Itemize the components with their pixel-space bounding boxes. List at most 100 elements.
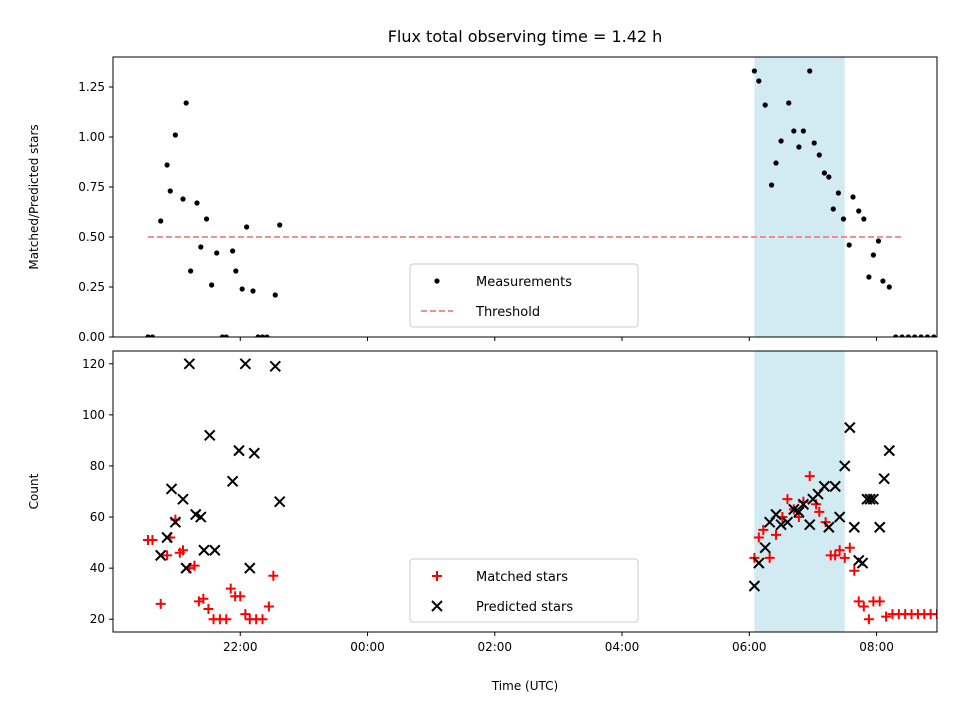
matched-star-point	[257, 614, 268, 625]
measurement-point	[172, 132, 178, 138]
matched-star-point	[951, 609, 960, 619]
predicted-star-point	[818, 480, 831, 493]
measurement-point	[786, 100, 792, 106]
matched-star-point	[198, 593, 209, 604]
measurement-point	[811, 140, 817, 146]
predicted-star-point	[180, 562, 192, 574]
predicted-star-point	[867, 493, 880, 505]
matched-star-point	[945, 609, 955, 619]
y-tick-label: 1.00	[78, 130, 105, 144]
predicted-star-point	[823, 521, 835, 533]
measurement-point	[214, 250, 220, 256]
measurement-point	[244, 224, 250, 230]
legend-label: Threshold	[475, 305, 540, 320]
legend-label: Matched stars	[476, 570, 568, 585]
matched-star-point	[758, 524, 769, 535]
predicted-star-point	[244, 562, 256, 574]
predicted-star-point	[753, 557, 765, 569]
measurement-point	[255, 334, 261, 337]
matched-star-point	[225, 583, 236, 594]
matched-star-point	[189, 560, 200, 571]
measurement-point	[835, 190, 841, 196]
measurement-point	[259, 334, 266, 337]
measurement-point	[167, 188, 173, 194]
measurement-point	[164, 162, 170, 168]
predicted-star-point	[804, 519, 816, 531]
measurement-point	[209, 282, 215, 288]
plot-frame	[112, 56, 938, 338]
measurement-point	[800, 128, 806, 134]
y-tick-label: 1.25	[78, 80, 105, 94]
predicted-star-point	[161, 531, 173, 544]
measurement-point	[751, 68, 757, 74]
measurement-point	[188, 268, 194, 274]
predicted-star-point	[839, 460, 851, 472]
measurement-point	[791, 128, 797, 134]
measurement-point	[272, 292, 278, 298]
matched-star-point	[155, 598, 166, 609]
matched-star-point	[764, 552, 775, 563]
measurement-point	[762, 102, 768, 108]
plot-frame	[112, 350, 938, 633]
matched-star-point	[162, 550, 173, 561]
measurement-point	[866, 274, 872, 280]
matched-star-point	[804, 471, 815, 482]
x-tick-label: 22:00	[223, 640, 258, 654]
measurement-point	[145, 334, 151, 337]
measurement-point	[158, 218, 164, 224]
measurement-point	[816, 152, 822, 158]
y-tick-label: 100	[82, 408, 105, 422]
y-axis-label: Count	[27, 473, 41, 509]
measurement-point	[778, 138, 784, 144]
measurement-point	[264, 334, 270, 337]
predicted-star-point	[844, 421, 856, 434]
measurement-point	[850, 194, 856, 200]
measurement-point	[223, 334, 229, 337]
legend-marker	[434, 278, 440, 284]
predicted-star-point	[748, 580, 761, 592]
predicted-star-point	[195, 511, 207, 523]
matched-star-point	[235, 591, 246, 602]
predicted-star-point	[864, 493, 876, 505]
predicted-star-point	[269, 360, 281, 373]
y-tick-label: 20	[90, 612, 105, 626]
predicted-star-point	[226, 475, 239, 487]
predicted-star-point	[233, 444, 245, 457]
measurement-point	[180, 196, 186, 202]
y-tick-label: 0.00	[78, 330, 105, 344]
measurement-point	[198, 244, 204, 250]
measurement-point	[931, 334, 937, 337]
matched-star-point	[938, 609, 948, 619]
measurement-point	[821, 170, 827, 176]
predicted-star-point	[198, 544, 210, 556]
measurement-point	[768, 182, 775, 188]
measurement-point	[938, 334, 943, 339]
measurement-point	[773, 160, 779, 166]
predicted-star-point	[274, 496, 286, 508]
bottom-panel: 20 40 60 80 100 120 22:00 00:00 02:00 04:00 06:00 0…	[27, 350, 960, 654]
matched-star-point	[268, 570, 279, 581]
x-tick-label: 00:00	[350, 640, 385, 654]
x-tick-label: 02:00	[477, 640, 512, 654]
measurement-point	[796, 144, 802, 150]
matched-star-point	[881, 611, 892, 622]
measurement-point	[944, 334, 949, 339]
legend-label: Predicted stars	[476, 600, 573, 615]
predicted-star-point	[775, 519, 787, 531]
legend-marker	[431, 600, 443, 612]
predicted-star-point	[169, 516, 182, 528]
predicted-star-point	[177, 493, 189, 505]
predicted-star-point	[874, 521, 886, 533]
measurement-point	[893, 334, 899, 337]
predicted-star-point	[848, 521, 860, 533]
predicted-star-point	[833, 511, 846, 523]
data-points	[145, 68, 949, 339]
observing-window-shade	[754, 57, 845, 337]
y-tick-label: 0.75	[78, 180, 105, 194]
legend: Matched stars Predicted stars	[409, 558, 639, 623]
predicted-star-point	[239, 358, 252, 370]
measurement-point	[233, 268, 239, 274]
y-tick-label: 0.25	[78, 280, 105, 294]
measurement-point	[219, 334, 226, 337]
y-tick-label: 0.50	[78, 230, 105, 244]
